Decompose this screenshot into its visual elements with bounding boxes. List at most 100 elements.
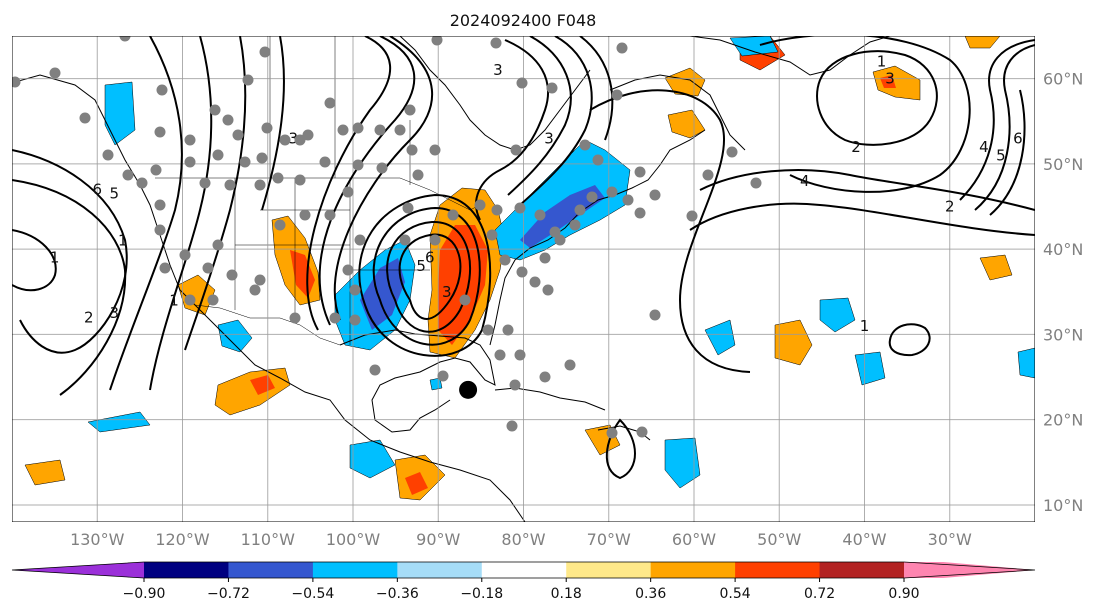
contour-line: [12, 229, 57, 292]
station-dot: [554, 234, 566, 246]
station-dot: [352, 122, 364, 134]
coastlines: [14, 36, 891, 522]
contour-label: 2: [84, 308, 94, 326]
station-dot: [616, 42, 628, 54]
station-dot: [150, 164, 162, 176]
station-dot: [272, 172, 284, 184]
station-dot: [539, 371, 551, 383]
contour-line: [475, 39, 550, 221]
longitude-tick-label: 100°W: [326, 530, 381, 549]
contour-label: 1: [169, 291, 179, 309]
station-dot: [404, 104, 416, 116]
contour-line: [386, 220, 472, 333]
gulf-coastline: [339, 329, 496, 433]
strong-negative-anomaly-area: [360, 258, 405, 330]
negative-anomaly-area: [104, 81, 136, 146]
colorbar-extend-low: [12, 562, 144, 578]
station-dot: [249, 284, 261, 296]
contour-line: [589, 89, 751, 373]
contour-label: 2: [945, 198, 955, 216]
station-dot: [649, 309, 661, 321]
contour-label: 3: [110, 304, 120, 322]
contour-line: [398, 233, 462, 320]
station-dot: [486, 229, 498, 241]
station-dot: [686, 210, 698, 222]
contour-label: 3: [493, 61, 503, 79]
longitude-tick-label: 70°W: [587, 530, 631, 549]
station-dot: [342, 186, 354, 198]
longitude-tick-label: 90°W: [416, 530, 460, 549]
contour-label: 6: [425, 249, 435, 267]
station-dot: [529, 276, 541, 288]
contour-label: 3: [544, 129, 554, 147]
colorbar-segment: [144, 562, 229, 578]
station-dot: [184, 294, 196, 306]
contour-label: 4: [979, 138, 989, 156]
us-canada-border: [155, 177, 481, 211]
colorbar-extend-high: [904, 562, 1035, 578]
colorbar-segment: [650, 562, 736, 578]
station-dot: [239, 156, 251, 168]
positive-anomaly-area: [667, 109, 706, 139]
station-dot: [254, 179, 266, 191]
pacific-coastline: [14, 74, 526, 522]
strong-positive-anomaly-area: [438, 225, 488, 345]
contour-label: 6: [1013, 129, 1023, 147]
station-dot: [184, 156, 196, 168]
contour-label: 5: [110, 185, 120, 203]
contour-label: 3: [442, 283, 452, 301]
station-dot: [289, 312, 301, 324]
figure-title: 2024092400 F048: [450, 11, 597, 30]
station-dot: [179, 249, 191, 261]
longitude-tick-label: 130°W: [70, 530, 125, 549]
station-dot: [324, 97, 336, 109]
contour-line: [184, 36, 247, 351]
station-dot: [349, 314, 361, 326]
positive-anomaly-area: [964, 36, 1001, 49]
station-dot: [634, 166, 646, 178]
station-dot: [302, 129, 314, 141]
contour-line: [12, 179, 127, 396]
colorbar-tick-label: −0.18: [460, 586, 503, 602]
station-dot: [199, 177, 211, 189]
station-dot: [726, 146, 738, 158]
station-dot: [259, 46, 271, 58]
graticule: [12, 36, 1035, 522]
station-dot: [354, 234, 366, 246]
positive-anomaly-area: [979, 254, 1013, 281]
colorbar-tick-label: 0.54: [720, 586, 751, 602]
station-dot: [482, 324, 494, 336]
contour-label: 5: [416, 257, 426, 275]
station-dot: [394, 124, 406, 136]
station-dot: [516, 266, 528, 278]
longitude-tick-label: 110°W: [241, 530, 296, 549]
station-dot: [437, 370, 449, 382]
station-dot: [509, 379, 521, 391]
longitude-tick-label: 60°W: [672, 530, 716, 549]
contour-label: 1: [877, 53, 887, 71]
contour-line: [318, 36, 416, 326]
station-dot: [402, 202, 414, 214]
station-dot: [79, 112, 91, 124]
station-dot: [569, 219, 581, 231]
station-dot: [154, 224, 166, 236]
colorbar-tick-label: 0.72: [804, 586, 835, 602]
latitude-axis-labels: 60°N 50°N 40°N 30°N 20°N 10°N: [1043, 70, 1083, 515]
station-dot: [274, 219, 286, 231]
colorbar-segment: [819, 562, 905, 578]
station-dot: [329, 312, 341, 324]
contour-line: [605, 418, 636, 480]
latitude-tick-label: 60°N: [1043, 70, 1083, 89]
station-dot: [232, 129, 244, 141]
strong-negative-anomaly-area: [520, 185, 605, 248]
longitude-tick-label: 30°W: [928, 530, 972, 549]
contour-label: 6: [92, 180, 102, 198]
labrador-coastline: [609, 74, 746, 151]
station-dot: [429, 234, 441, 246]
station-dot: [136, 177, 148, 189]
station-dot: [184, 134, 196, 146]
contour-label: 5: [996, 146, 1006, 164]
hudson-bay-coastline: [399, 36, 591, 151]
contour-line: [699, 169, 1035, 211]
